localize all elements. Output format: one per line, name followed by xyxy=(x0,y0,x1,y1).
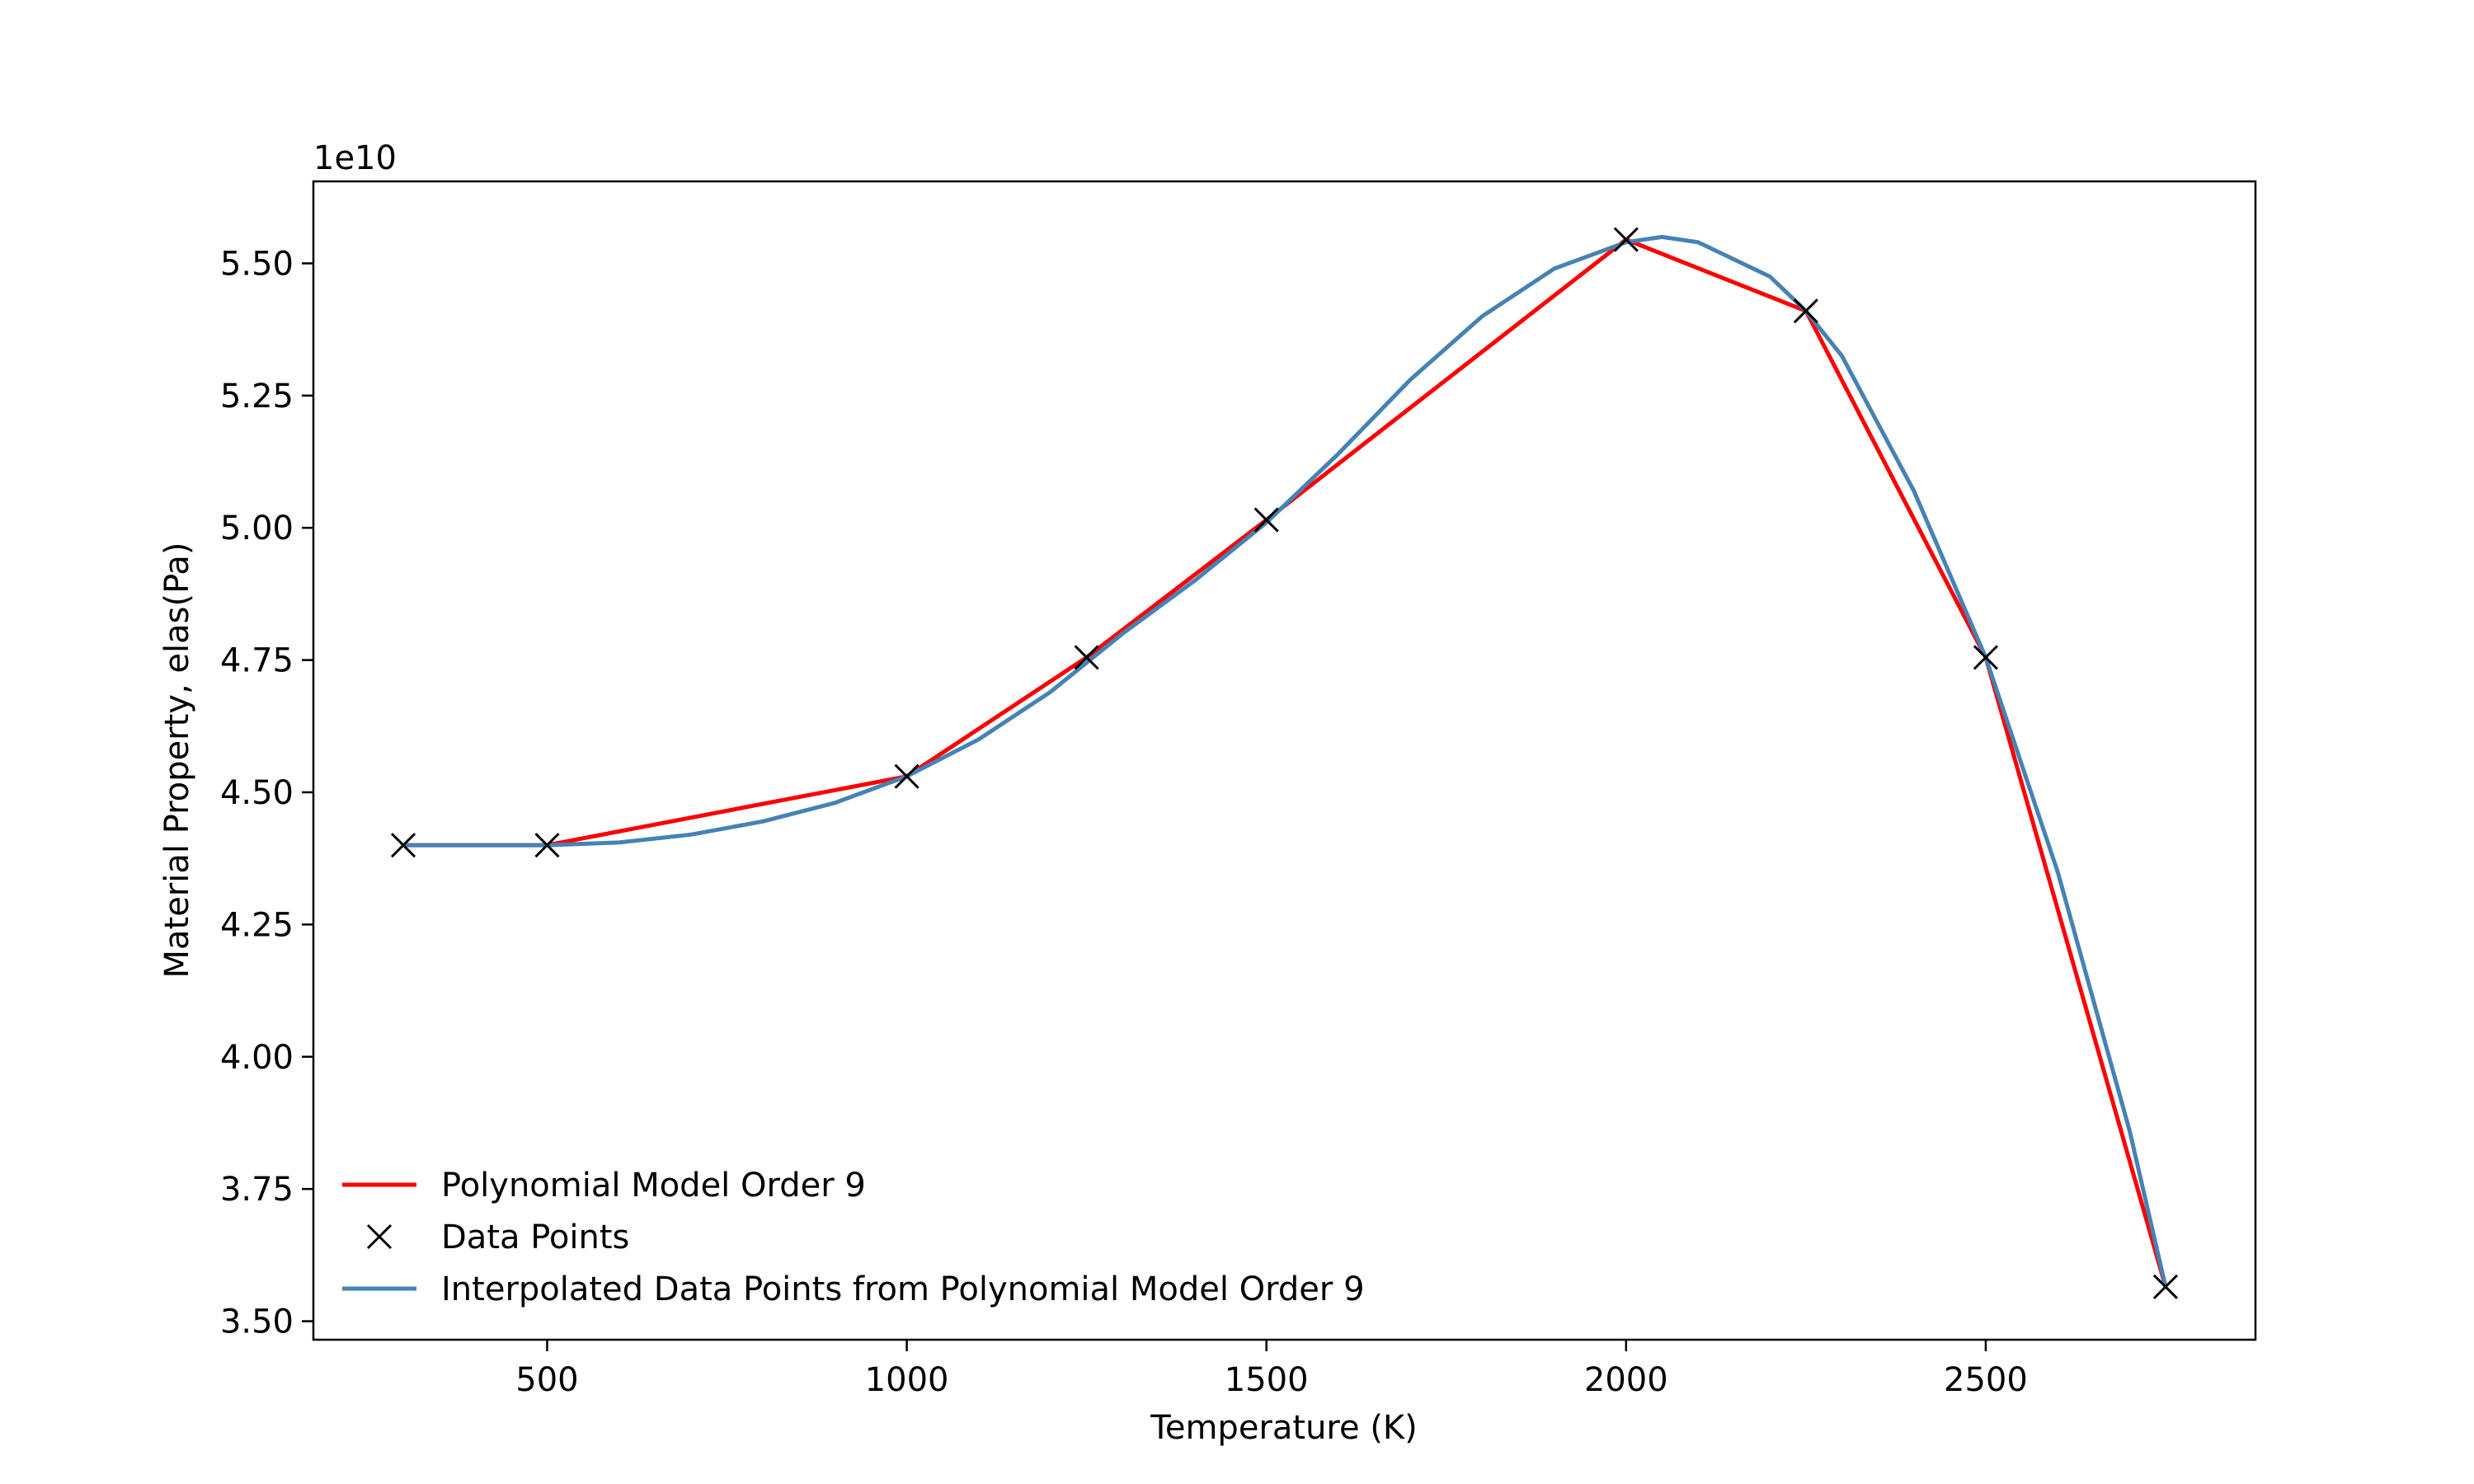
y-tick-label: 5.00 xyxy=(220,510,294,547)
y-tick-label: 5.50 xyxy=(220,245,294,283)
interpolated-curve xyxy=(401,234,2168,1289)
y-tick-label: 4.50 xyxy=(220,774,294,812)
data-point-marker xyxy=(1973,645,1998,670)
data-point-marker xyxy=(1793,298,1818,324)
x-axis: 500 1000 1500 2000 2500 xyxy=(515,1340,2028,1399)
y-axis: 3.50 3.75 4.00 4.25 4.50 4.75 5.00 5.25 5.50 xyxy=(220,245,313,1341)
data-point-marker xyxy=(1253,507,1279,533)
y-tick-label: 3.50 xyxy=(220,1303,294,1341)
data-point-marker xyxy=(534,833,560,858)
series-layer xyxy=(390,227,2179,1299)
data-point-marker xyxy=(2152,1274,2179,1299)
y-tick-label: 5.25 xyxy=(220,378,294,416)
legend-entry-label: Polynomial Model Order 9 xyxy=(441,1167,866,1205)
y-tick-label: 3.75 xyxy=(220,1171,294,1209)
y-tick-label: 4.00 xyxy=(220,1039,294,1077)
x-tick-label: 2000 xyxy=(1584,1361,1668,1399)
plot-frame xyxy=(312,180,2257,1341)
x-tick-label: 1000 xyxy=(865,1361,949,1399)
data-point-marker xyxy=(1613,227,1639,252)
data-point-marker xyxy=(390,833,416,858)
x-tick-label: 1500 xyxy=(1225,1361,1309,1399)
legend: Polynomial Model Order 9 Data Points Inter… xyxy=(342,1167,1365,1308)
legend-entry-label: Data Points xyxy=(441,1219,629,1256)
x-tick-label: 2500 xyxy=(1944,1361,2028,1399)
y-axis-label: Material Property, elas(Pa) xyxy=(158,542,196,978)
data-point-marker xyxy=(894,763,920,789)
y-offset-label: 1e10 xyxy=(313,139,397,177)
x-axis-label: Temperature (K) xyxy=(1150,1409,1418,1447)
x-tick-label: 500 xyxy=(515,1361,578,1399)
data-point-marker xyxy=(1074,645,1099,670)
plot-area xyxy=(313,181,2255,1340)
y-tick-label: 4.75 xyxy=(220,642,294,680)
legend-marker-data-points xyxy=(366,1223,393,1250)
y-tick-label: 4.25 xyxy=(220,906,294,944)
legend-entry-label: Interpolated Data Points from Polynomial… xyxy=(441,1270,1365,1308)
